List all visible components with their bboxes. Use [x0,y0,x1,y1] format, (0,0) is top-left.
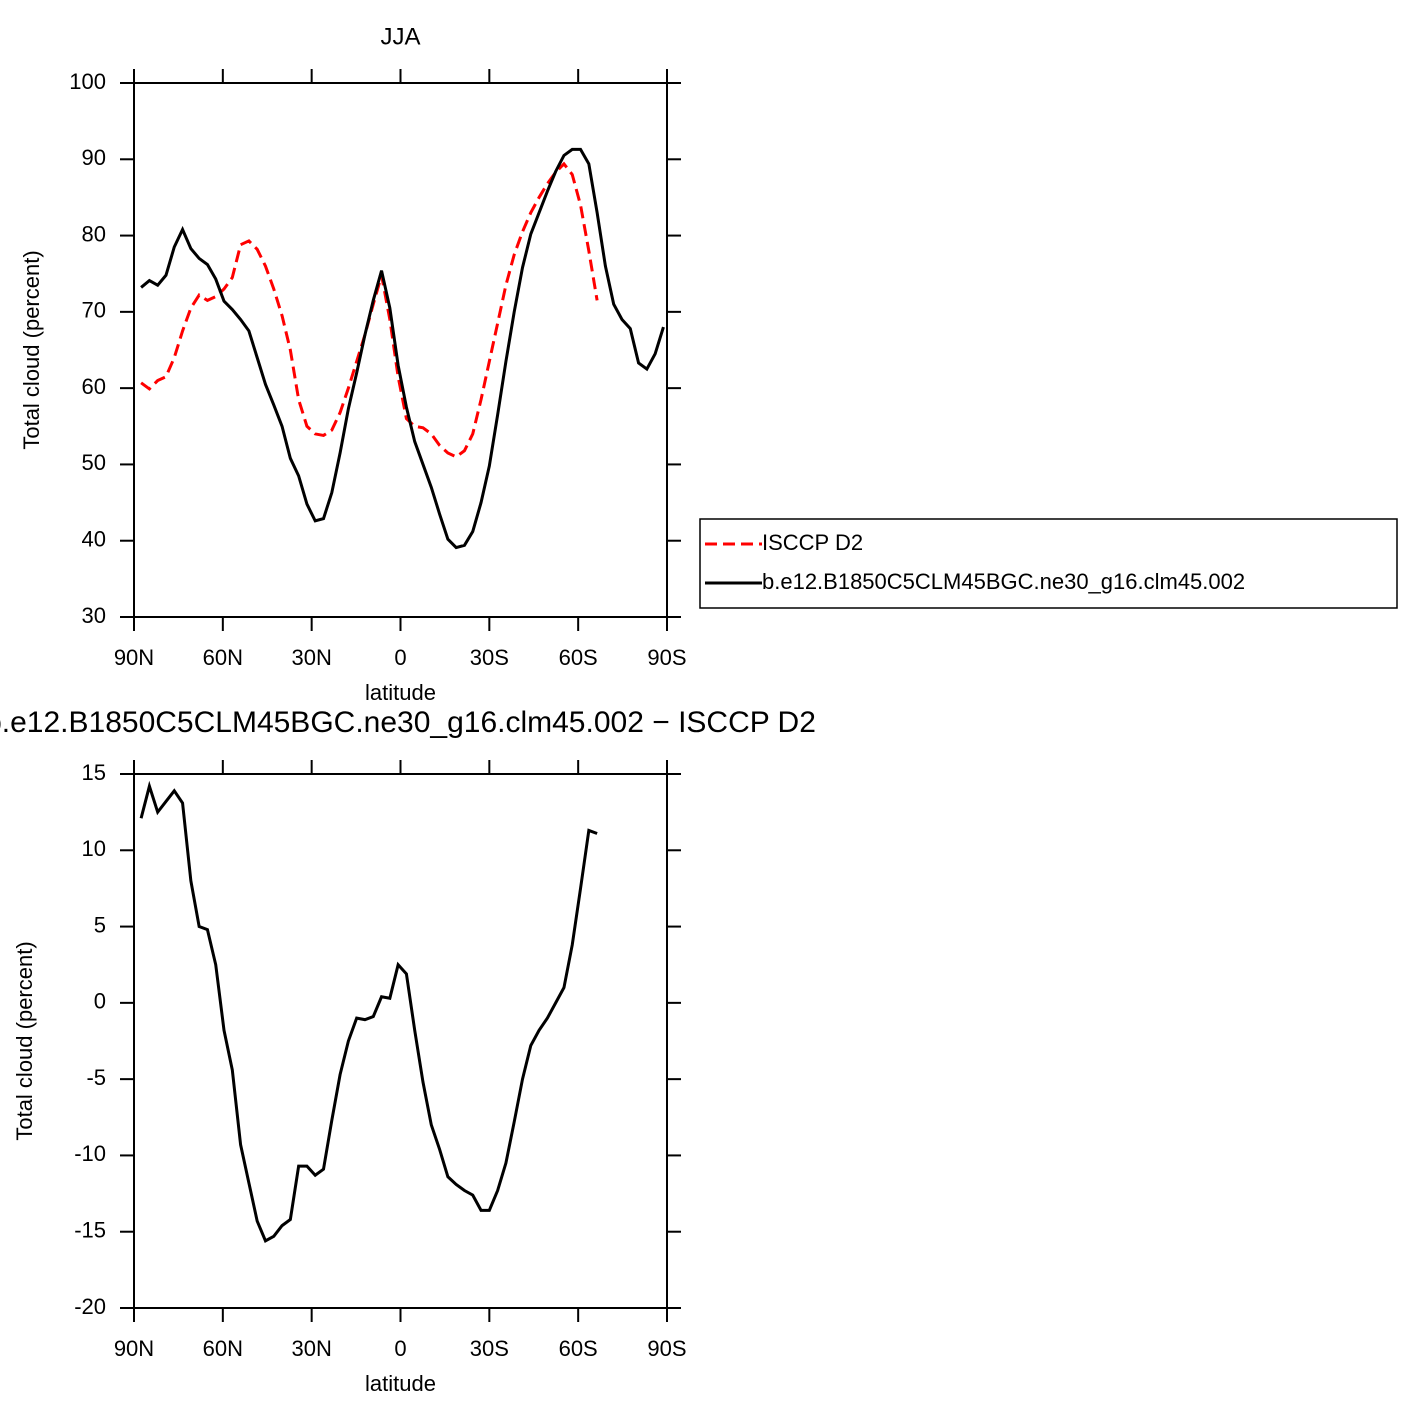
y-tick-label: 15 [82,760,106,785]
x-tick-label: 90S [647,1336,686,1361]
y-axis-label: Total cloud (percent) [12,941,37,1140]
y-tick-label: 5 [94,912,106,937]
legend-box [699,518,1398,609]
y-tick-label: -10 [74,1141,106,1166]
x-tick-label: 90N [114,1336,154,1361]
x-tick-label: 0 [394,645,406,670]
y-tick-label: 30 [82,603,106,628]
y-tick-label: -5 [86,1065,106,1090]
x-tick-label: 0 [394,1336,406,1361]
chart-title: JJA [380,23,420,50]
y-tick-label: 0 [94,989,106,1014]
y-tick-label: 90 [82,145,106,170]
x-axis-label: latitude [365,1371,436,1396]
y-tick-label: 60 [82,374,106,399]
x-axis-label: latitude [365,680,436,705]
data-line [140,147,665,550]
y-tick-label: 100 [69,69,106,94]
y-tick-label: 40 [82,527,106,552]
y-tick-label: -20 [74,1294,106,1319]
x-tick-label: 60N [203,645,243,670]
x-tick-label: 90N [114,645,154,670]
x-tick-label: 30S [470,1336,509,1361]
x-tick-label: 60S [559,645,598,670]
chart-title: b.e12.B1850C5CLM45BGC.ne30_g16.clm45.002… [0,706,816,739]
plot-frame [133,82,668,618]
y-tick-label: 50 [82,450,106,475]
x-tick-label: 30N [291,645,331,670]
y-tick-label: -15 [74,1218,106,1243]
data-line [140,161,599,459]
y-tick-label: 70 [82,298,106,323]
x-tick-label: 30S [470,645,509,670]
x-tick-label: 30N [291,1336,331,1361]
y-tick-label: 10 [82,836,106,861]
y-axis-label: Total cloud (percent) [19,250,44,449]
x-tick-label: 60N [203,1336,243,1361]
x-tick-label: 60S [559,1336,598,1361]
data-line [139,780,598,1243]
legend-label: b.e12.B1850C5CLM45BGC.ne30_g16.clm45.002 [762,569,1245,594]
x-tick-label: 90S [647,645,686,670]
legend-label: ISCCP D2 [762,530,863,555]
plot-frame [133,773,668,1309]
y-tick-label: 80 [82,221,106,246]
